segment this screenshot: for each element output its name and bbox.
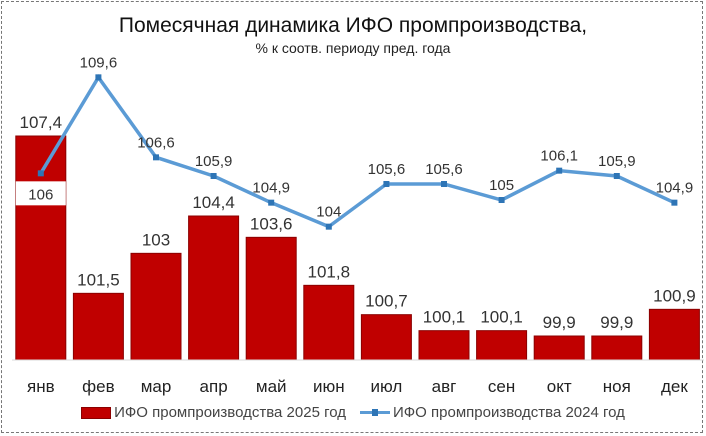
bar-май [245, 236, 297, 361]
line-point [613, 173, 620, 179]
bar-label: 103 [142, 230, 170, 249]
legend-label-2025: ИФО промпроизводства 2025 год [114, 404, 346, 421]
line-label: 105,9 [598, 153, 636, 170]
bar-label: 99,9 [543, 313, 576, 332]
legend-swatch-line [360, 409, 390, 416]
x-tick-label: май [256, 377, 287, 396]
x-tick-label: окт [547, 377, 572, 396]
x-tick-label: апр [200, 377, 228, 396]
line-point [95, 74, 102, 81]
line-label: 104,9 [656, 180, 694, 197]
line-label: 105,6 [368, 161, 406, 178]
line-label: 109,6 [80, 54, 118, 71]
line-label: 104,9 [252, 180, 290, 197]
line-label: 106,1 [540, 148, 578, 165]
line-point [153, 154, 159, 161]
bar-label: 100,7 [365, 292, 408, 311]
legend-label-2024: ИФО промпроизводства 2024 год [393, 404, 625, 421]
bar-апр [188, 215, 240, 361]
bar-label: 100,9 [653, 286, 696, 305]
bar-label: 99,9 [600, 313, 633, 332]
bar-label: 101,8 [308, 262, 351, 281]
line-series-2024 [39, 74, 676, 229]
bar-июл [360, 314, 412, 361]
line-label: 105,9 [195, 153, 233, 170]
bar-янв [15, 135, 67, 361]
bar-фев [72, 292, 124, 361]
legend-swatch-bar [81, 406, 112, 419]
line-point [556, 167, 563, 174]
line-point [268, 199, 275, 206]
x-tick-label: дек [661, 377, 688, 396]
bar-ноя [591, 335, 643, 361]
chart-title: Помесячная динамика ИФО промпроизводства… [118, 14, 588, 37]
bar-окт [533, 335, 585, 361]
x-tick-label: ноя [603, 377, 631, 396]
x-tick-label: мар [141, 377, 172, 396]
line-point [441, 181, 447, 187]
x-tick-label: янв [27, 377, 55, 396]
x-tick-label: июл [371, 377, 403, 396]
line-label: 106 [28, 186, 53, 203]
bar-дек [648, 308, 700, 361]
line-point [383, 181, 390, 187]
x-tick-label: фев [82, 377, 114, 396]
line-label: 106,6 [137, 134, 175, 151]
bar-label: 100,1 [423, 308, 466, 327]
bar-авг [418, 330, 470, 361]
bar-мар [130, 252, 182, 361]
line-point [37, 170, 44, 177]
line-label: 105 [489, 177, 514, 194]
x-tick-label: авг [432, 377, 457, 396]
bar-сен [476, 330, 528, 361]
line-point [325, 223, 332, 230]
line-point [210, 173, 217, 179]
line-label-box [15, 181, 66, 206]
line-label: 105,6 [425, 161, 463, 178]
bar-label: 101,5 [77, 270, 120, 289]
x-tick-label: июн [313, 377, 345, 396]
bar-label: 100,1 [480, 308, 523, 327]
bar-label: 103,6 [250, 214, 293, 233]
chart-subtitle: % к соотв. периоду пред. года [255, 40, 451, 56]
line-point [671, 199, 678, 206]
legend-item-2025: ИФО промпроизводства 2025 год [81, 404, 346, 421]
bar-июн [303, 284, 355, 361]
line-label: 104 [316, 204, 341, 221]
bar-label: 104,4 [192, 193, 235, 212]
legend: ИФО промпроизводства 2025 год ИФО промпр… [0, 404, 706, 421]
legend-item-2024: ИФО промпроизводства 2024 год [360, 404, 625, 421]
x-tick-label: сен [488, 377, 515, 396]
line-point [498, 197, 505, 203]
bar-label: 107,4 [20, 113, 63, 132]
